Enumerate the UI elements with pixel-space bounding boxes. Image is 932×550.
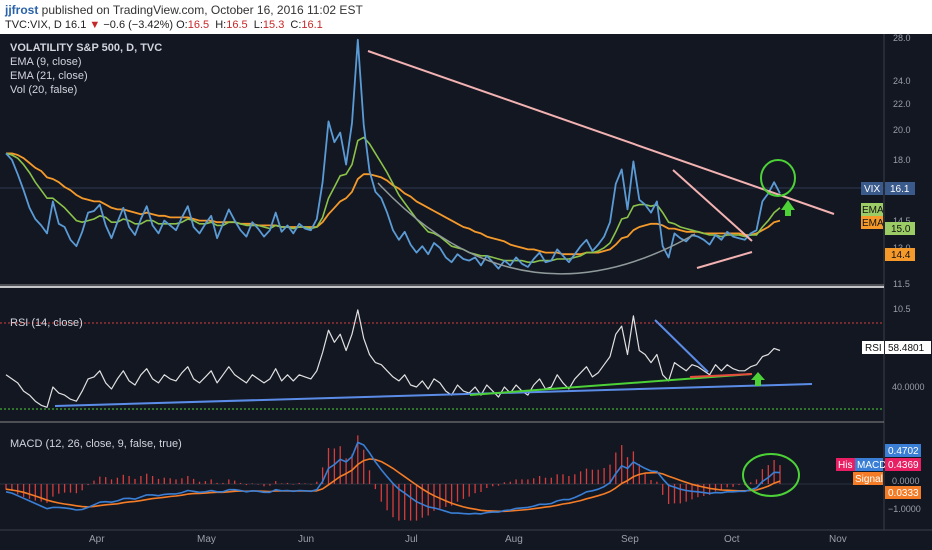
vix-tag: VIX xyxy=(864,184,880,195)
ema-tag2-box xyxy=(861,216,883,229)
vix-value: 16.1 xyxy=(890,184,910,195)
macd-line[interactable] xyxy=(5,441,781,515)
time-label-jun: Jun xyxy=(298,534,314,545)
rsi-value: 58.4801 xyxy=(888,343,925,354)
publish-line: jjfrost published on TradingView.com, Oc… xyxy=(5,3,363,17)
macd-tag: MACD xyxy=(857,460,886,471)
rsi-series-layer xyxy=(5,309,781,408)
price-tick-24: 24.0 xyxy=(893,76,911,86)
ema21-value-box xyxy=(885,248,915,261)
symbol-label: TVC:VIX, D xyxy=(5,19,62,31)
macd-tick-minus1: −1.0000 xyxy=(888,504,921,514)
macd-tag-box xyxy=(855,458,883,471)
up-arrow-icon-rsi xyxy=(751,372,765,386)
ema21-value: 14.4 xyxy=(891,250,911,261)
highlight-circle-price[interactable] xyxy=(760,159,796,197)
rsi-tag: RSI xyxy=(865,343,882,354)
rsi-red-segment[interactable] xyxy=(689,373,753,378)
signal-tag: Signal xyxy=(855,474,883,485)
time-label-aug: Aug xyxy=(505,534,523,545)
open-value: 16.5 xyxy=(187,19,210,31)
close-label: C: xyxy=(290,19,302,31)
ema-tag2: EMA xyxy=(862,218,884,229)
macd-upper-value: 0.4702 xyxy=(888,446,919,457)
ema9-value-box xyxy=(885,222,915,235)
ema9-legend: EMA (9, close) xyxy=(10,56,82,68)
time-label-may: May xyxy=(197,534,216,545)
rsi-line[interactable] xyxy=(5,309,781,408)
hist-tag: His xyxy=(838,460,852,471)
price-tick-20: 20.0 xyxy=(893,125,911,135)
price-series-layer xyxy=(5,38,781,270)
macd-series-layer xyxy=(5,435,781,521)
high-value: 16.5 xyxy=(226,19,248,31)
signal-value-box xyxy=(885,486,921,499)
last-price: 16.1 xyxy=(64,19,87,31)
downtrend-line-salmon[interactable] xyxy=(367,50,835,215)
time-label-oct: Oct xyxy=(724,534,740,545)
price-change: −0.6 (−3.42%) xyxy=(103,19,174,31)
signal-value: 0.0333 xyxy=(888,488,919,499)
hist-tag-box xyxy=(836,458,856,471)
rsi-tag-box xyxy=(862,341,884,354)
low-label: L: xyxy=(253,19,263,31)
author-link[interactable]: jjfrost xyxy=(5,3,39,17)
time-label-sep: Sep xyxy=(621,534,639,545)
rsi-green-trendline[interactable] xyxy=(469,373,753,396)
price-tick-10-5: 10.5 xyxy=(893,304,911,314)
macd-tick-0: 0.0000 xyxy=(892,476,920,486)
chart-background xyxy=(0,34,932,550)
ema9-line[interactable] xyxy=(5,136,781,263)
highlight-circle-macd[interactable] xyxy=(742,453,800,497)
macd-value: 0.4369 xyxy=(888,460,919,471)
triangle-lower-line[interactable] xyxy=(696,251,753,269)
signal-tag-box xyxy=(853,472,883,485)
high-label: H: xyxy=(215,19,227,31)
triangle-upper-line[interactable] xyxy=(672,169,753,242)
macd-upper-value-box xyxy=(885,444,921,457)
vix-value-box xyxy=(885,182,915,195)
price-tick-14-5: 14.5 xyxy=(893,216,911,226)
price-tick-22: 22.0 xyxy=(893,99,911,109)
vix-price-line[interactable] xyxy=(5,38,781,270)
time-label-jul: Jul xyxy=(405,534,418,545)
signal-line[interactable] xyxy=(5,458,781,513)
price-legend-title: VOLATILITY S&P 500, D, TVC xyxy=(10,42,162,54)
rsi-legend: RSI (14, close) xyxy=(10,317,83,329)
open-label: O: xyxy=(176,19,188,31)
vol-legend: Vol (20, false) xyxy=(10,84,77,96)
ema-tag1-box xyxy=(861,203,883,216)
up-arrow-icon-price xyxy=(781,200,795,216)
macd-legend: MACD (12, 26, close, 9, false, true) xyxy=(10,438,182,450)
price-tick-11-5: 11.5 xyxy=(893,279,910,289)
chart-canvas[interactable]: VOLATILITY S&P 500, D, TVC EMA (9, close… xyxy=(0,34,932,550)
ema9-value: 15.0 xyxy=(891,224,911,235)
down-arrow-icon: ▼ xyxy=(89,19,101,31)
time-label-nov: Nov xyxy=(829,534,847,545)
close-value: 16.1 xyxy=(301,19,323,31)
vix-tag-box xyxy=(861,182,883,195)
rsi-tick-40: 40.0000 xyxy=(892,382,925,392)
rsi-value-box xyxy=(885,341,931,354)
rounded-bottom-arc[interactable] xyxy=(377,182,696,275)
price-tick-28: 28.0 xyxy=(893,34,911,43)
time-label-apr: Apr xyxy=(89,534,105,545)
publish-info: published on TradingView.com, October 16… xyxy=(38,3,363,17)
low-value: 15.3 xyxy=(262,19,285,31)
ema-tag1: EMA xyxy=(862,205,884,216)
rsi-support-trendline[interactable] xyxy=(54,383,813,407)
price-scale[interactable] xyxy=(884,34,932,550)
rsi-downtrend-line[interactable] xyxy=(654,319,709,373)
ema21-legend: EMA (21, close) xyxy=(10,70,88,82)
chart-header: jjfrost published on TradingView.com, Oc… xyxy=(0,0,932,34)
price-tick-18: 18.0 xyxy=(893,155,911,165)
ohlc-line: TVC:VIX, D 16.1 ▼ −0.6 (−3.42%) O:16.5 H… xyxy=(5,19,326,31)
macd-value-box xyxy=(885,458,921,471)
